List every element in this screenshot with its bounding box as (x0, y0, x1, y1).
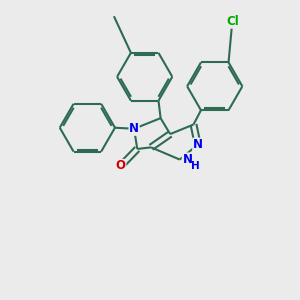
Text: Cl: Cl (226, 15, 239, 28)
Text: O: O (116, 159, 126, 172)
Text: N: N (129, 122, 139, 135)
Text: H: H (191, 161, 200, 171)
Text: N: N (193, 138, 203, 151)
Text: N: N (182, 153, 192, 166)
